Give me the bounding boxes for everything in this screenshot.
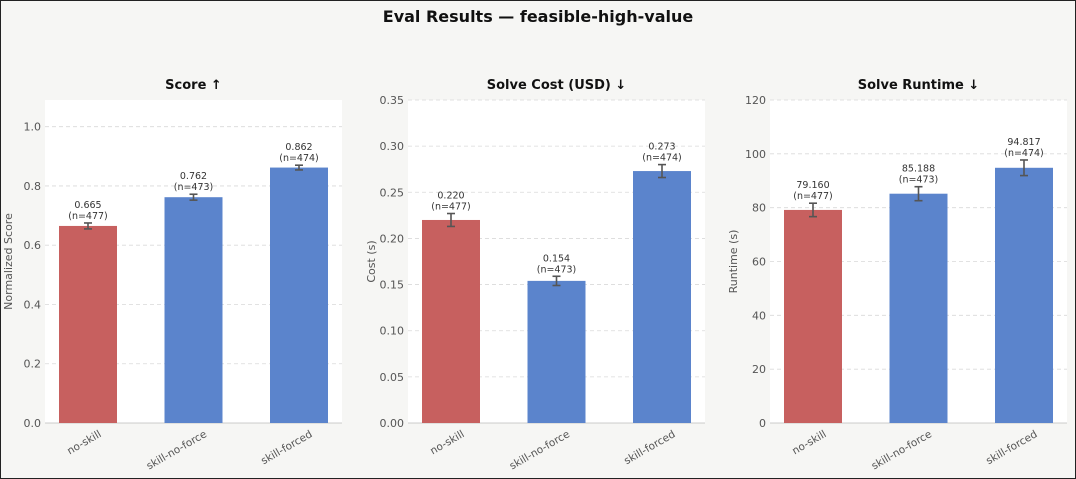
x-tick-label: skill-no-force [507, 428, 572, 472]
y-tick-label: 0.0 [24, 417, 42, 430]
y-tick-label: 0.30 [380, 140, 405, 153]
data-label-value: 85.188 [902, 164, 935, 175]
y-tick-label: 0.10 [380, 325, 405, 338]
data-label-count: (n=474) [1004, 148, 1044, 159]
data-label-count: (n=473) [899, 175, 939, 186]
y-tick-label: 60 [752, 256, 766, 269]
x-tick-label: skill-forced [984, 428, 1040, 467]
data-label-count: (n=477) [431, 202, 471, 213]
bar-skill-no-force [527, 280, 586, 423]
data-label-value: 0.154 [543, 253, 570, 264]
y-tick-label: 120 [745, 94, 766, 107]
bar-skill-forced [633, 171, 691, 423]
bar-no-skill [59, 225, 117, 423]
figure-title: Eval Results — feasible-high-value [382, 7, 694, 26]
y-tick-label: 80 [752, 202, 766, 215]
bar-skill-forced [270, 167, 328, 423]
y-tick-label: 0 [759, 417, 766, 430]
y-tick-label: 0.05 [380, 371, 405, 384]
y-tick-label: 0.35 [380, 94, 405, 107]
x-tick-label: no-skill [790, 428, 828, 457]
y-tick-label: 20 [752, 363, 766, 376]
data-label-value: 0.273 [648, 142, 675, 153]
data-label-value: 0.665 [74, 200, 101, 211]
data-label-value: 94.817 [1007, 137, 1040, 148]
data-label-count: (n=477) [793, 191, 833, 202]
data-label-count: (n=474) [642, 153, 682, 164]
y-tick-label: 0.6 [24, 239, 42, 252]
y-tick-label: 0.4 [24, 298, 42, 311]
y-tick-label: 40 [752, 309, 766, 322]
x-tick-label: skill-no-force [869, 428, 934, 472]
panel-title: Score ↑ [165, 78, 222, 93]
data-label-value: 0.220 [437, 191, 464, 202]
x-tick-label: skill-no-force [144, 428, 209, 472]
data-label-value: 79.160 [796, 180, 829, 191]
y-tick-label: 100 [745, 148, 766, 161]
chart-panel-2: 0.00 0.05 0.10 0.15 0.20 0.25 0.30 0.35 Solve Co… [365, 78, 705, 472]
data-label-count: (n=473) [537, 264, 577, 275]
panel-title: Solve Cost (USD) ↓ [487, 78, 627, 93]
data-label-count: (n=477) [68, 211, 108, 222]
x-tick-label: skill-forced [259, 428, 315, 467]
y-axis-label: Cost (s) [365, 240, 378, 282]
bar-skill-no-force [164, 197, 223, 423]
y-tick-label: 0.25 [380, 186, 405, 199]
data-label-value: 0.762 [180, 171, 207, 182]
y-tick-label: 0.15 [380, 279, 405, 292]
chart-panel-3: 0 20 40 60 80 100 120 Solve Runtime ↓ Runtime (s… [727, 78, 1067, 472]
data-label-value: 0.862 [285, 142, 312, 153]
y-tick-label: 0.20 [380, 232, 405, 245]
x-tick-label: no-skill [65, 428, 103, 457]
bar-skill-forced [995, 167, 1053, 423]
y-axis-label: Runtime (s) [727, 230, 740, 294]
y-tick-label: 0.2 [24, 358, 42, 371]
data-label-count: (n=474) [279, 153, 319, 164]
chart-panel-1: 0.0 0.2 0.4 0.6 0.8 1.0 Score ↑ Normalized Scor… [2, 78, 342, 472]
y-tick-label: 0.8 [24, 180, 42, 193]
y-tick-label: 0.00 [380, 417, 405, 430]
bar-no-skill [422, 219, 480, 423]
y-axis-label: Normalized Score [2, 213, 15, 310]
bar-skill-no-force [889, 193, 948, 423]
data-label-count: (n=473) [174, 182, 214, 193]
bar-no-skill [784, 209, 842, 423]
x-tick-label: no-skill [428, 428, 466, 457]
x-tick-label: skill-forced [622, 428, 678, 467]
panel-title: Solve Runtime ↓ [858, 78, 980, 93]
y-tick-label: 1.0 [24, 121, 42, 134]
